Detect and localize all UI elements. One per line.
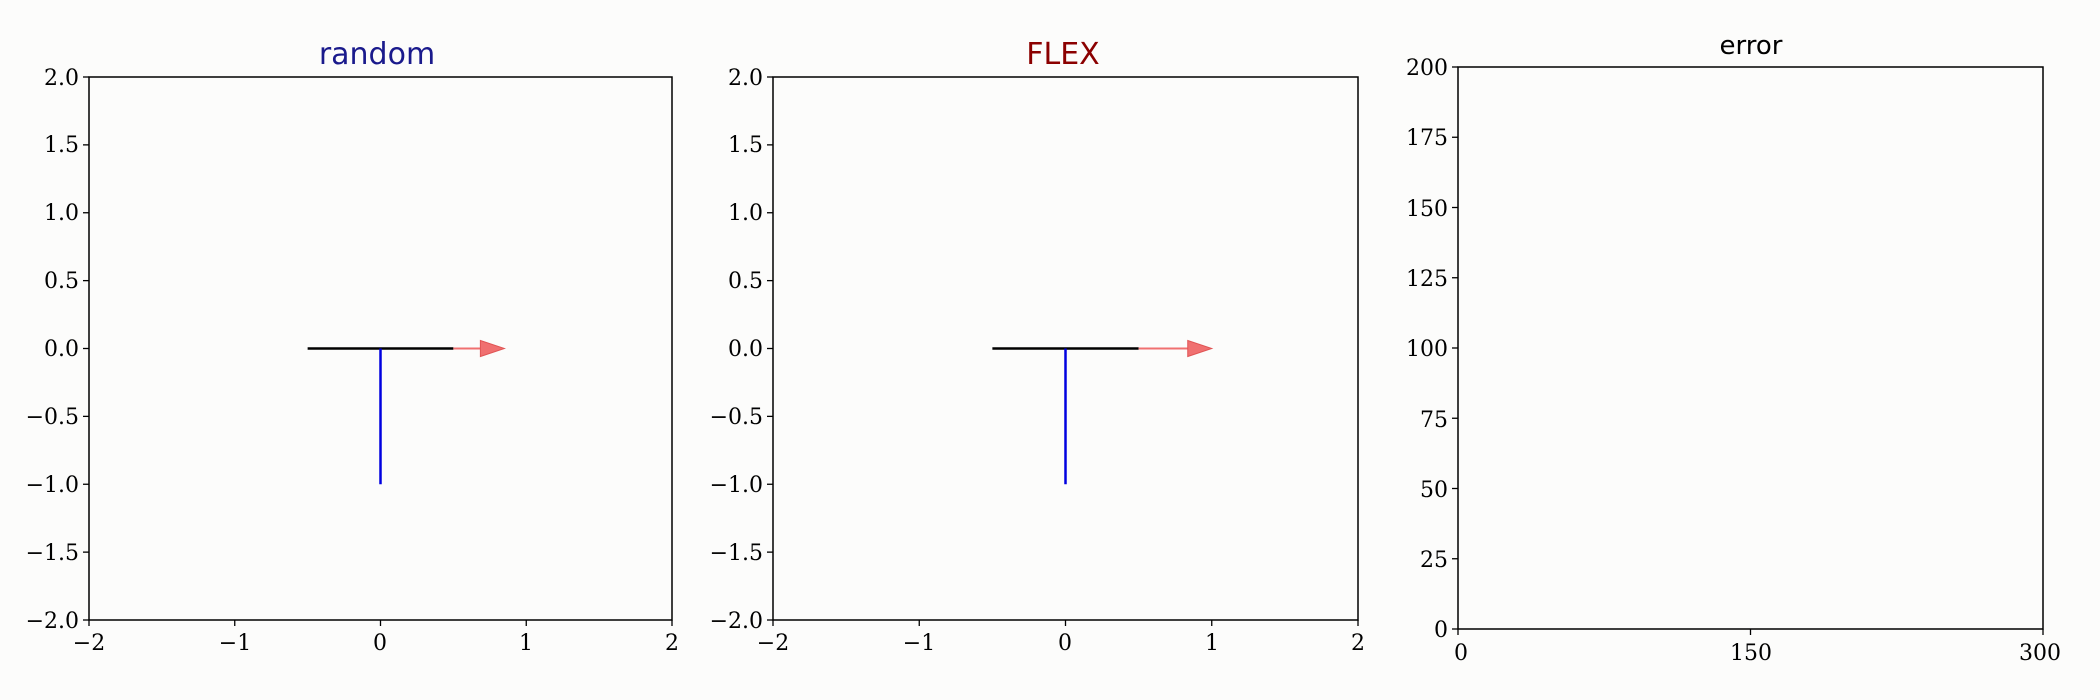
ytick-label: 2.0 [728, 66, 763, 91]
ytick-label: 0.5 [44, 269, 79, 294]
ytick-label: 150 [1406, 197, 1448, 222]
ytick-label: 100 [1406, 337, 1448, 362]
panel-title-error: error [1720, 31, 1783, 61]
ytick-label: 1.0 [44, 201, 79, 226]
ytick-label: 200 [1406, 56, 1448, 81]
ytick-label: 0.0 [728, 337, 763, 362]
xtick-label: 1 [519, 631, 533, 656]
arrow-head [479, 339, 506, 358]
xtick-labels-error: 0 150 300 [1454, 641, 2061, 666]
ytick-label: 25 [1420, 548, 1448, 573]
ytick-label: 125 [1406, 267, 1448, 292]
xtick-label: −2 [73, 631, 105, 656]
panel-title-random: random [319, 37, 435, 72]
xtick-label: −2 [757, 631, 789, 656]
ytick-label: 0 [1434, 618, 1448, 643]
axes-frame-error [1457, 66, 2044, 630]
panel-flex: FLEX −2.0 −1.5 −1.0 −0.5 0.0 0.5 1.0 1.5… [710, 37, 1365, 656]
xtick-label: 0 [1058, 631, 1072, 656]
panel-title-flex: FLEX [1026, 37, 1099, 72]
panel-random: random −2.0 −1.5 −1.0 −0.5 0.0 0.5 1.0 1… [26, 37, 679, 656]
ytick-label: −1.0 [710, 473, 763, 498]
plot-marks-flex [767, 76, 1359, 626]
ytick-labels-flex: −2.0 −1.5 −1.0 −0.5 0.0 0.5 1.0 1.5 2.0 [710, 66, 763, 634]
ytick-label: 1.5 [44, 133, 79, 158]
plot-marks-random [83, 76, 673, 626]
panel-error: error 0 25 50 75 100 125 150 175 200 0 1… [1406, 31, 2061, 666]
ytick-labels-random: −2.0 −1.5 −1.0 −0.5 0.0 0.5 1.0 1.5 2.0 [26, 66, 79, 634]
ytick-label: 1.5 [728, 133, 763, 158]
ytick-label: 0.5 [728, 269, 763, 294]
ytick-labels-error: 0 25 50 75 100 125 150 175 200 [1406, 56, 1448, 643]
ytick-label: 0.0 [44, 337, 79, 362]
ytick-label: 1.0 [728, 201, 763, 226]
ytick-label: −2.0 [26, 609, 79, 634]
xtick-labels-random: −2 −1 0 1 2 [73, 631, 679, 656]
xtick-label: 150 [1730, 641, 1772, 666]
xtick-label: 1 [1205, 631, 1219, 656]
ytick-label: 2.0 [44, 66, 79, 91]
ytick-label: −0.5 [26, 405, 79, 430]
ytick-label: −2.0 [710, 609, 763, 634]
ytick-label: 175 [1406, 126, 1448, 151]
ytick-label: −1.0 [26, 473, 79, 498]
xtick-label: −1 [903, 631, 935, 656]
xtick-label: 2 [1351, 631, 1365, 656]
xtick-label: −1 [219, 631, 251, 656]
ytick-label: −0.5 [710, 405, 763, 430]
ytick-label: −1.5 [26, 541, 79, 566]
plot-marks-error [1452, 66, 2044, 635]
xtick-label: 0 [1454, 641, 1468, 666]
ytick-label: 50 [1420, 478, 1448, 503]
xtick-label: 300 [2019, 641, 2061, 666]
arrow-head [1187, 339, 1214, 358]
xtick-label: 2 [665, 631, 679, 656]
xtick-label: 0 [373, 631, 387, 656]
ytick-label: 75 [1420, 408, 1448, 433]
ytick-label: −1.5 [710, 541, 763, 566]
xtick-labels-flex: −2 −1 0 1 2 [757, 631, 1365, 656]
